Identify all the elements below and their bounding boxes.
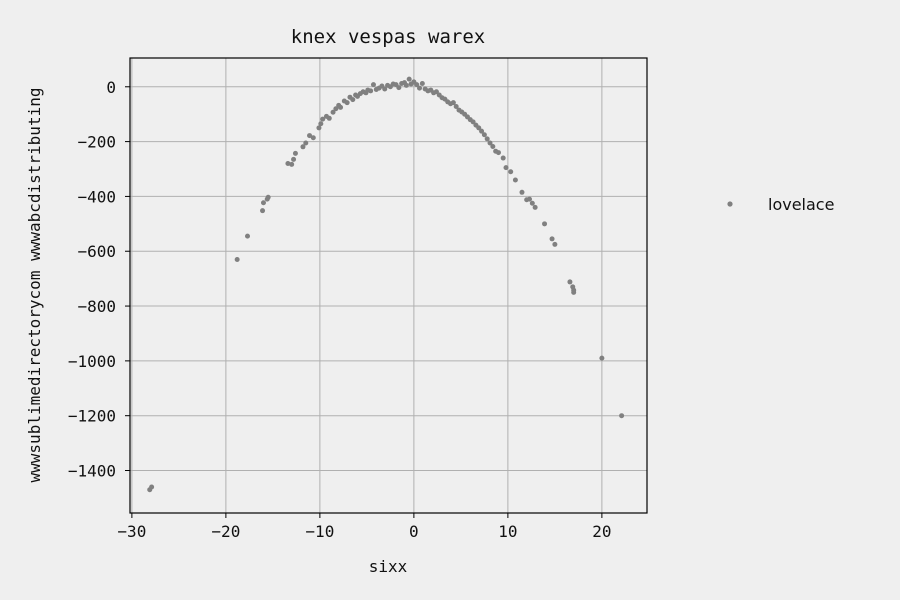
data-point xyxy=(571,289,577,295)
data-point xyxy=(396,85,402,91)
data-point xyxy=(370,82,376,88)
data-point xyxy=(260,200,266,206)
data-point xyxy=(529,200,535,206)
x-tick-label: −10 xyxy=(305,522,334,541)
data-point xyxy=(406,76,412,82)
data-point xyxy=(470,119,476,125)
data-point xyxy=(344,100,350,106)
data-point xyxy=(368,88,374,94)
x-tick-label: −20 xyxy=(211,522,240,541)
data-point xyxy=(527,196,532,202)
y-axis-ticks: 0 −200 −400 −600 −800 −1000 −1200 −1400 xyxy=(68,78,130,481)
data-point xyxy=(503,165,509,171)
data-points xyxy=(147,76,625,493)
data-point xyxy=(234,256,240,262)
y-tick-label: −200 xyxy=(77,133,116,152)
x-tick-label: 0 xyxy=(409,522,419,541)
data-point xyxy=(419,80,425,86)
data-point xyxy=(414,82,420,88)
legend-marker-lovelace xyxy=(727,201,733,207)
data-point xyxy=(382,86,388,92)
data-point xyxy=(245,233,250,239)
data-point xyxy=(453,104,459,110)
data-point xyxy=(484,136,490,142)
data-point xyxy=(403,82,409,88)
y-axis-label: wwwsublimedirectorycom wwwabcdistributin… xyxy=(25,88,44,483)
x-tick-label: 10 xyxy=(498,522,517,541)
data-point xyxy=(292,150,298,156)
data-point xyxy=(532,204,538,210)
data-point xyxy=(303,140,309,146)
data-point xyxy=(338,104,344,110)
x-axis-label: sixx xyxy=(369,557,408,576)
data-point xyxy=(318,121,324,127)
x-tick-label: −30 xyxy=(117,522,146,541)
y-tick-label: −400 xyxy=(77,187,116,206)
data-point xyxy=(149,484,155,490)
data-point xyxy=(300,144,306,150)
data-point xyxy=(260,208,266,214)
y-tick-label: −1400 xyxy=(68,462,116,481)
data-point xyxy=(500,155,506,161)
data-point xyxy=(450,100,456,106)
data-point xyxy=(476,125,482,131)
data-point xyxy=(326,115,332,121)
data-point xyxy=(289,161,295,167)
y-tick-label: −600 xyxy=(77,242,116,261)
data-point xyxy=(285,161,291,167)
plot-frame xyxy=(129,57,648,514)
grid xyxy=(130,58,647,513)
data-point xyxy=(512,177,518,183)
data-point xyxy=(350,97,356,103)
data-point xyxy=(567,279,573,285)
data-point xyxy=(417,85,423,91)
legend: lovelace xyxy=(727,195,834,214)
data-point xyxy=(549,236,555,242)
y-tick-label: −800 xyxy=(77,297,116,316)
data-point xyxy=(330,109,336,115)
legend-label-lovelace: lovelace xyxy=(768,195,834,214)
data-point xyxy=(542,221,548,227)
data-point xyxy=(519,189,525,195)
data-point xyxy=(619,413,625,419)
data-point xyxy=(481,132,487,138)
y-tick-label: 0 xyxy=(106,78,116,97)
data-point xyxy=(479,128,485,134)
data-point xyxy=(307,133,313,139)
data-point xyxy=(291,156,297,162)
data-point xyxy=(316,125,322,131)
data-point xyxy=(265,194,271,200)
x-tick-label: 20 xyxy=(592,522,611,541)
y-tick-label: −1200 xyxy=(68,407,116,426)
data-point xyxy=(310,135,316,141)
data-point xyxy=(508,169,514,175)
data-point xyxy=(487,140,493,146)
chart-title: knex vespas warex xyxy=(291,26,485,48)
y-tick-label: −1000 xyxy=(68,352,116,371)
data-point xyxy=(320,116,326,122)
data-point xyxy=(599,355,605,361)
data-point xyxy=(552,241,558,247)
data-point xyxy=(490,144,496,150)
data-point xyxy=(333,106,339,112)
data-point xyxy=(495,150,501,156)
data-point xyxy=(433,89,439,95)
x-axis-ticks: −30 −20 −10 0 10 20 xyxy=(117,513,612,541)
